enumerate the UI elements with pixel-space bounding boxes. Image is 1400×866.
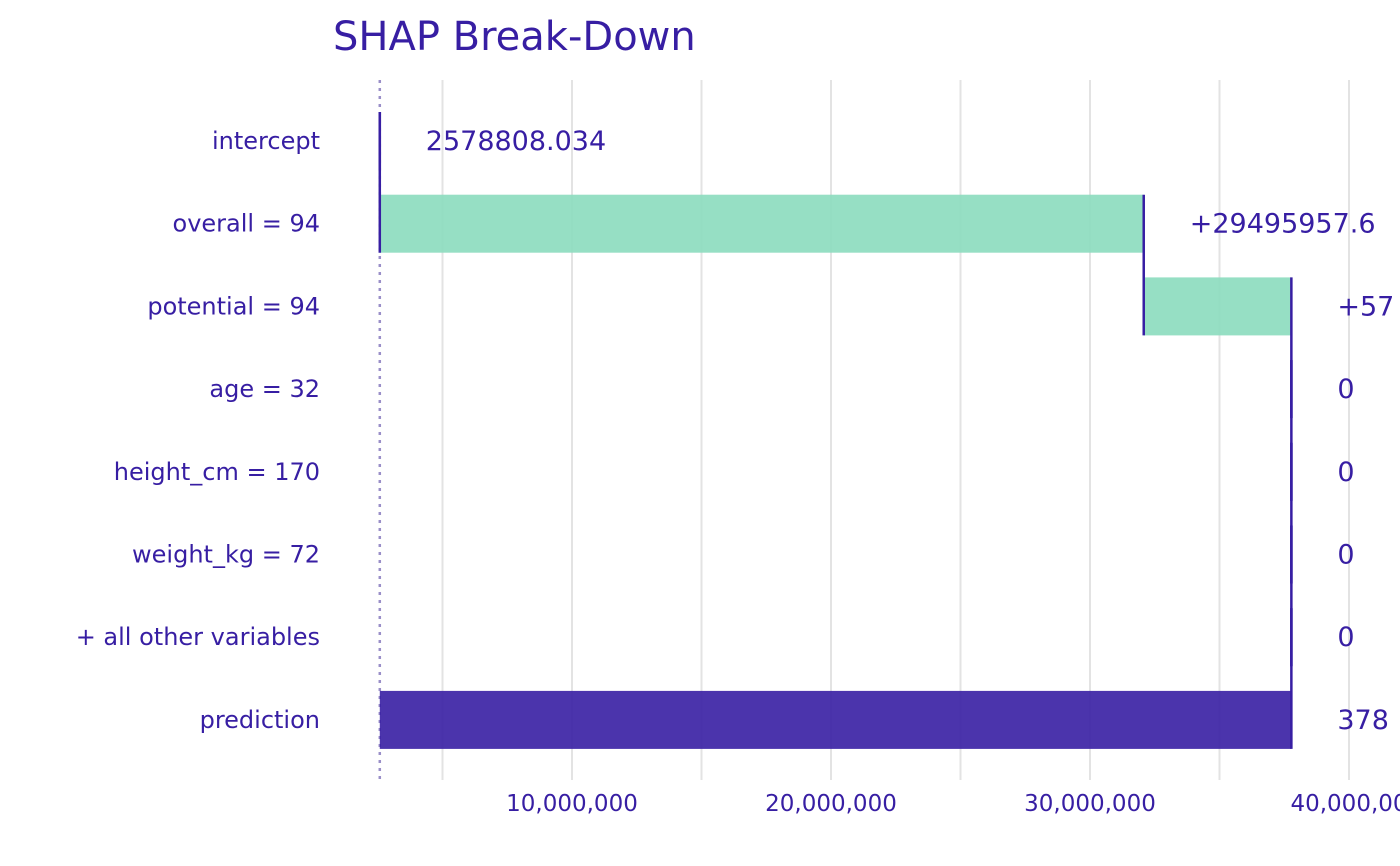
bar-value-label-3: 0 (1337, 374, 1354, 405)
bar-value-label-6: 0 (1337, 622, 1354, 653)
row-label-6: + all other variables (76, 623, 320, 651)
bar-1 (379, 194, 1144, 253)
bars-layer (378, 112, 1293, 749)
labels-layer: intercept overall = 94 potential = 94 age =… (76, 126, 1395, 736)
x-tick-label-3: 40,000,00 (1290, 791, 1400, 817)
x-tick-label-1: 20,000,000 (765, 791, 897, 817)
bar-value-label-4: 0 (1337, 457, 1354, 488)
ticks-layer: 10,000,000 20,000,000 30,000,000 40,000,00 (506, 791, 1400, 817)
x-tick-label-2: 30,000,000 (1024, 791, 1156, 817)
bar-value-label-2: +57 (1337, 291, 1394, 322)
bar-value-label-1: +29495957.6 (1190, 209, 1376, 240)
bar-value-label-5: 0 (1337, 540, 1354, 571)
row-label-7: prediction (200, 706, 320, 734)
row-label-4: height_cm = 170 (114, 458, 320, 486)
bar-2 (1143, 277, 1292, 336)
grid-layer (378, 80, 1350, 780)
bar-7 (379, 690, 1292, 749)
row-label-0: intercept (212, 127, 320, 155)
row-label-1: overall = 94 (173, 210, 320, 238)
bar-value-label-7: 378 (1337, 705, 1389, 736)
x-tick-label-0: 10,000,000 (506, 791, 638, 817)
row-label-3: age = 32 (209, 375, 320, 403)
row-label-2: potential = 94 (147, 292, 320, 320)
row-label-5: weight_kg = 72 (132, 541, 320, 569)
chart-title: SHAP Break-Down (333, 14, 696, 60)
bar-value-label-0: 2578808.034 (426, 126, 606, 157)
